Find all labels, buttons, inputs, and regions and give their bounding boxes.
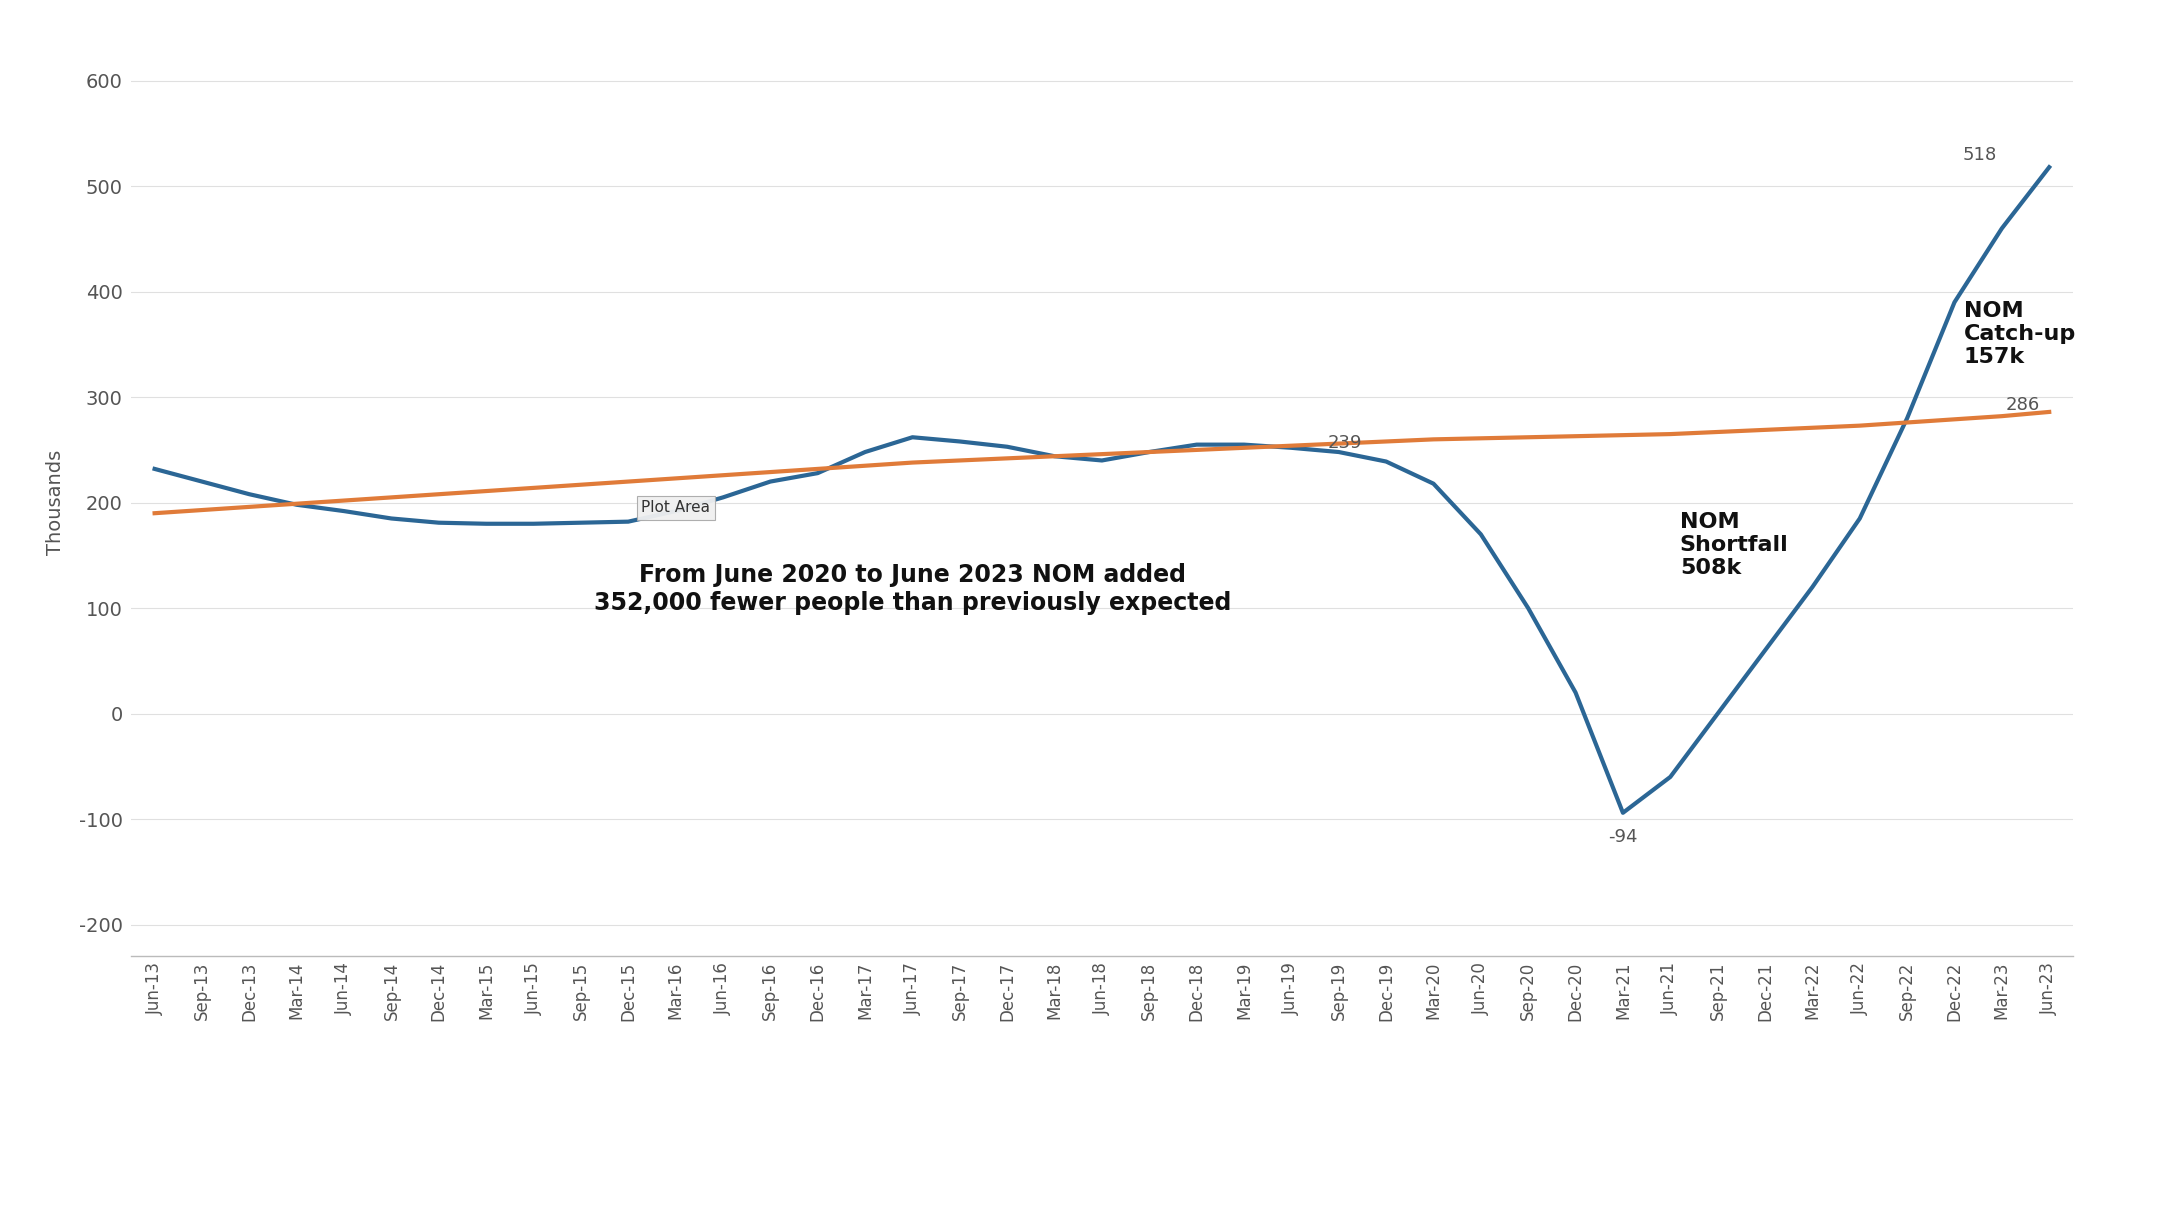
Text: 239: 239 <box>1329 434 1362 452</box>
Text: 518: 518 <box>1964 146 1997 163</box>
Text: From June 2020 to June 2023 NOM added
352,000 fewer people than previously expec: From June 2020 to June 2023 NOM added 35… <box>594 563 1231 615</box>
Text: 286: 286 <box>2005 396 2040 413</box>
Text: NOM
Catch-up
157k: NOM Catch-up 157k <box>1964 300 2077 367</box>
Text: NOM
Shortfall
508k: NOM Shortfall 508k <box>1680 511 1789 577</box>
Y-axis label: Thousands: Thousands <box>46 450 65 555</box>
Text: -94: -94 <box>1608 828 1639 846</box>
Text: Plot Area: Plot Area <box>642 500 709 515</box>
